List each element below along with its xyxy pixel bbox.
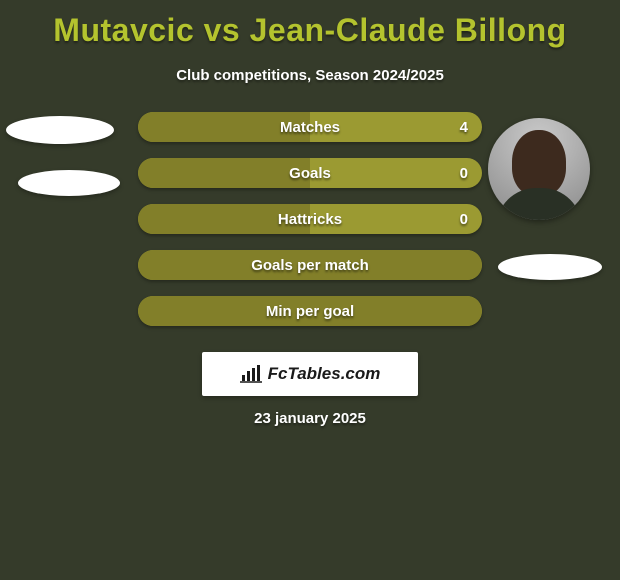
stat-row-hattricks: Hattricks 0: [138, 204, 482, 234]
bar-chart-icon: [240, 365, 262, 383]
stat-value: 0: [460, 158, 468, 188]
player2-badge-placeholder: [498, 254, 602, 280]
stat-row-min-per-goal: Min per goal: [138, 296, 482, 326]
page-title: Mutavcic vs Jean-Claude Billong: [0, 0, 620, 49]
stat-label: Goals: [138, 158, 482, 188]
stat-label: Goals per match: [138, 250, 482, 280]
stat-label: Hattricks: [138, 204, 482, 234]
player1-badge-placeholder: [18, 170, 120, 196]
player1-avatar-placeholder: [6, 116, 114, 144]
player2-avatar: [488, 118, 590, 220]
stats-bars: Matches 4 Goals 0 Hattricks 0 Goals per …: [138, 112, 482, 342]
stat-value: 0: [460, 204, 468, 234]
brand-text: FcTables.com: [268, 364, 381, 384]
comparison-content: Matches 4 Goals 0 Hattricks 0 Goals per …: [0, 112, 620, 362]
stat-row-goals: Goals 0: [138, 158, 482, 188]
stat-value: 4: [460, 112, 468, 142]
stat-label: Min per goal: [138, 296, 482, 326]
stat-row-goals-per-match: Goals per match: [138, 250, 482, 280]
stat-row-matches: Matches 4: [138, 112, 482, 142]
brand-badge[interactable]: FcTables.com: [202, 352, 418, 396]
page-subtitle: Club competitions, Season 2024/2025: [0, 67, 620, 84]
stat-label: Matches: [138, 112, 482, 142]
snapshot-date: 23 january 2025: [0, 410, 620, 427]
